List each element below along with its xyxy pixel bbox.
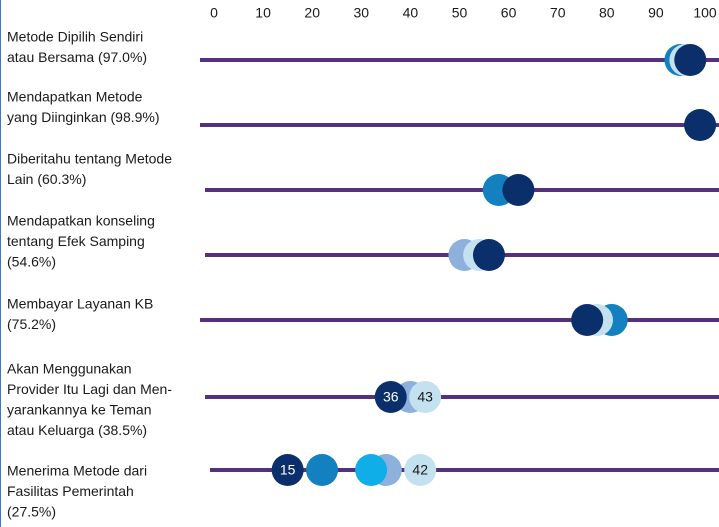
- row-label: atau Bersama (97.0%): [7, 49, 147, 65]
- row-label: Provider Itu Lagi dan Men-: [7, 381, 172, 397]
- row-label: atau Keluarga (38.5%): [7, 422, 147, 438]
- dot: [374, 381, 407, 413]
- row-label: Mendapatkan konseling: [7, 213, 155, 229]
- row-label: Diberitahu tentang Metode: [7, 151, 172, 167]
- row-label: Membayar Layanan KB: [7, 296, 153, 312]
- dot: [409, 381, 442, 413]
- dot: [571, 304, 604, 336]
- x-tick-label: 60: [501, 5, 517, 21]
- row-label: (75.2%): [7, 316, 56, 332]
- value-label: 42: [412, 462, 428, 478]
- value-label: 36: [383, 389, 399, 405]
- row-label: tentang Efek Samping: [7, 233, 145, 249]
- row-label: Akan Menggunakan: [7, 361, 132, 377]
- x-tick-label: 10: [255, 5, 271, 21]
- row-label: yarankannya ke Teman: [7, 402, 152, 418]
- row-label: yang Diinginkan (98.9%): [7, 109, 160, 125]
- x-tick-label: 50: [452, 5, 468, 21]
- row-label: Lain (60.3%): [7, 171, 86, 187]
- row-label: (27.5%): [7, 504, 56, 520]
- row-label: Metode Dipilih Sendiri: [7, 29, 143, 45]
- dot: [355, 454, 388, 486]
- x-tick-label: 20: [304, 5, 320, 21]
- x-tick-label: 40: [403, 5, 419, 21]
- dot: [502, 174, 535, 206]
- x-tick-label: 70: [550, 5, 566, 21]
- value-label: 15: [280, 462, 296, 478]
- dot: [271, 454, 304, 486]
- dot: [404, 454, 437, 486]
- row-label: Mendapatkan Metode: [7, 89, 143, 105]
- dot: [472, 239, 505, 271]
- value-label: 43: [417, 389, 433, 405]
- x-tick-label: 0: [210, 5, 218, 21]
- x-tick-label: 30: [354, 5, 370, 21]
- row-label: Menerima Metode dari: [7, 463, 147, 479]
- row-label: (54.6%): [7, 254, 56, 270]
- dot: [674, 44, 707, 76]
- x-tick-label: 90: [648, 5, 664, 21]
- dot: [306, 454, 339, 486]
- row-label: Fasilitas Pemerintah: [7, 483, 134, 499]
- x-tick-label: 80: [599, 5, 615, 21]
- dot: [684, 109, 717, 141]
- x-tick-label: 100: [693, 5, 717, 21]
